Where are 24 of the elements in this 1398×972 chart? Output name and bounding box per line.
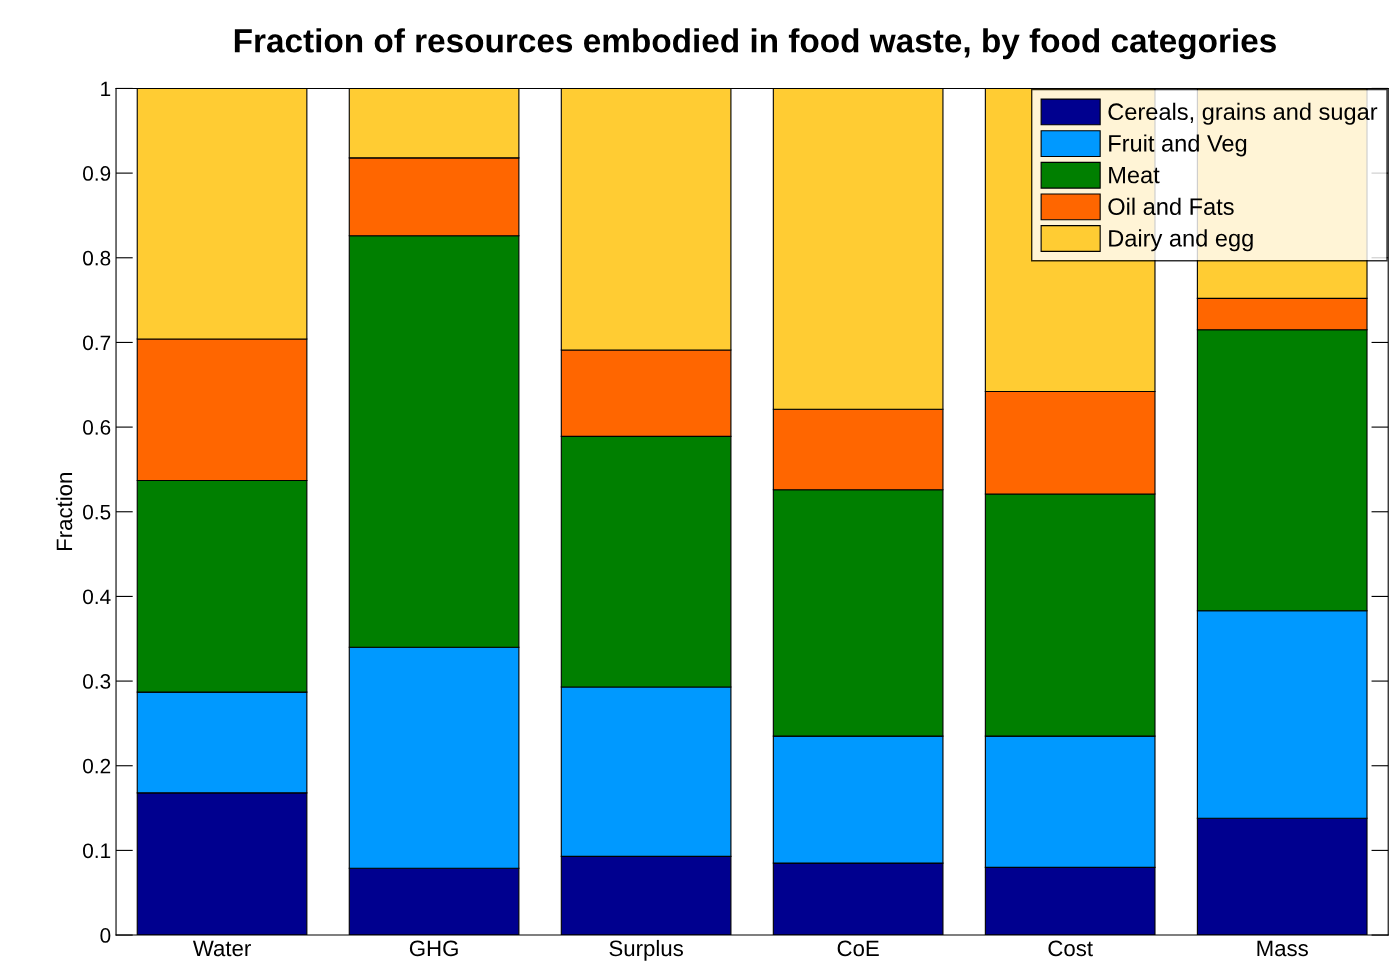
y-tick-label: 0.6 — [83, 420, 111, 435]
legend-label: Oil and Fats — [1108, 197, 1234, 215]
y-tick-label: 0.4 — [83, 589, 111, 605]
legend-label: Meat — [1109, 166, 1160, 184]
chart-title: Fraction of resources embodied in food waste, by food categories — [234, 28, 1276, 60]
y-tick-label: 0.2 — [83, 758, 111, 774]
y-tick-label: 0.3 — [83, 674, 111, 689]
x-tick-label: GHG — [409, 940, 458, 957]
y-tick-label: 1 — [101, 81, 111, 96]
legend-label: Fruit and Veg — [1109, 134, 1247, 157]
y-tick-label: 0.7 — [83, 335, 111, 351]
legend-label: Dairy and egg — [1109, 229, 1253, 252]
x-tick-label: Water — [192, 940, 251, 957]
y-tick-label: 0.8 — [83, 250, 111, 266]
y-axis-title: Fraction — [55, 473, 73, 551]
x-tick-label: Cost — [1048, 940, 1093, 957]
x-tick-label: Surplus — [609, 939, 683, 961]
y-tick-label: 0.9 — [83, 166, 111, 181]
x-tick-label: Mass — [1257, 940, 1308, 957]
x-tick-label: CoE — [837, 940, 879, 957]
legend-label: Cereals, grains and sugar — [1108, 102, 1378, 125]
y-tick-label: 0 — [100, 928, 111, 943]
y-tick-label: 0.5 — [83, 504, 111, 520]
y-tick-label: 0.1 — [83, 843, 111, 859]
